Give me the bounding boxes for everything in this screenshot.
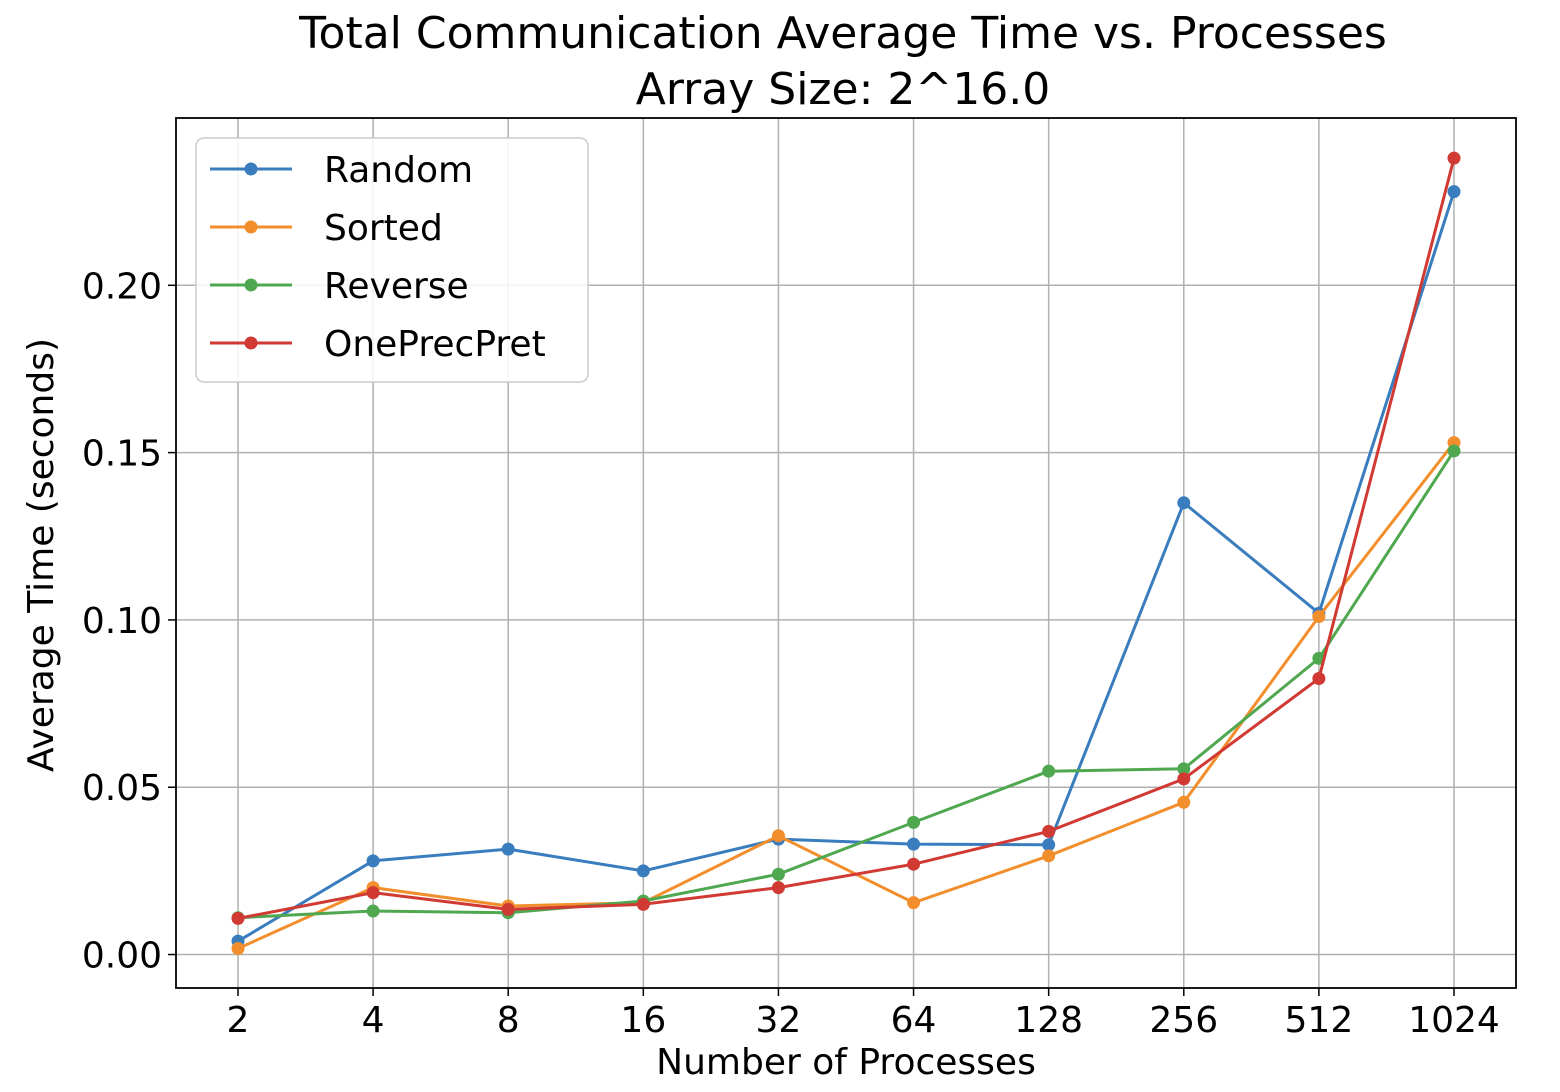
legend-label: OnePrecPret	[324, 324, 546, 365]
series-line-random	[237, 191, 1456, 943]
data-point-oneprecpret	[1177, 772, 1191, 786]
legend-item-oneprecpret: OnePrecPret	[210, 324, 546, 365]
legend-marker	[244, 162, 258, 176]
data-point-sorted	[1042, 849, 1056, 863]
series-oneprecpret	[231, 151, 1461, 925]
x-tick-label: 16	[620, 1000, 666, 1041]
data-point-random	[1177, 496, 1191, 510]
data-point-oneprecpret	[907, 857, 921, 871]
y-tick-label: 0.05	[82, 768, 162, 809]
legend-marker	[244, 336, 258, 350]
series-line-oneprecpret	[237, 157, 1456, 920]
data-point-oneprecpret	[1447, 151, 1461, 165]
chart-title: Total Communication Average Time vs. Pro…	[298, 8, 1387, 59]
data-point-random	[1042, 838, 1056, 852]
x-tick-label: 64	[891, 1000, 937, 1041]
data-point-random	[501, 842, 515, 856]
x-tick-label: 4	[362, 1000, 385, 1041]
data-point-reverse	[366, 904, 380, 918]
x-tick-label: 128	[1014, 1000, 1083, 1041]
data-point-oneprecpret	[501, 902, 515, 916]
data-point-reverse	[771, 867, 785, 881]
plot-area	[175, 117, 1517, 989]
series-line-sorted	[237, 441, 1456, 950]
data-point-sorted	[231, 942, 245, 956]
x-tick-label: 1024	[1408, 1000, 1500, 1041]
legend-item-sorted: Sorted	[210, 208, 443, 249]
data-point-random	[1447, 185, 1461, 199]
legend-marker	[244, 220, 258, 234]
axis-ticks: 2 4 8 16 32 64 128 256 512 1024 0.00 0.05 0.10 0.15 0.…	[82, 266, 1500, 1041]
data-point-oneprecpret	[1042, 824, 1056, 838]
legend-item-reverse: Reverse	[210, 266, 469, 307]
legend-label: Reverse	[324, 266, 469, 307]
x-tick-label: 256	[1149, 1000, 1218, 1041]
data-point-reverse	[1042, 764, 1056, 778]
legend-label: Random	[324, 150, 473, 191]
chart-subtitle: Array Size: 2^16.0	[636, 64, 1050, 115]
x-tick-label: 512	[1285, 1000, 1354, 1041]
legend-marker	[244, 278, 258, 292]
data-point-sorted	[771, 829, 785, 843]
legend-label: Sorted	[324, 208, 443, 249]
data-point-sorted	[1177, 795, 1191, 809]
x-tick-label: 2	[227, 1000, 250, 1041]
data-point-oneprecpret	[771, 881, 785, 895]
x-axis-label: Number of Processes	[656, 1042, 1036, 1083]
y-tick-label: 0.15	[82, 434, 162, 475]
data-point-random	[907, 837, 921, 851]
series-line-reverse	[237, 450, 1456, 920]
data-point-random	[636, 864, 650, 878]
data-point-oneprecpret	[1312, 671, 1326, 685]
data-point-oneprecpret	[636, 897, 650, 911]
data-point-random	[366, 854, 380, 868]
data-point-oneprecpret	[231, 911, 245, 925]
legend-item-random: Random	[210, 150, 473, 191]
legend-box	[195, 137, 589, 383]
data-point-sorted	[907, 896, 921, 910]
x-tick-label: 32	[756, 1000, 802, 1041]
y-tick-label: 0.00	[82, 936, 162, 977]
legend: Random Sorted Reverse OnePrecPret	[195, 137, 589, 383]
x-tick-label: 8	[497, 1000, 520, 1041]
data-point-reverse	[1177, 762, 1191, 776]
y-tick-label: 0.20	[82, 266, 162, 307]
grid-lines	[176, 118, 1516, 988]
y-axis-label: Average Time (seconds)	[21, 338, 62, 772]
series-reverse	[231, 444, 1461, 925]
y-tick-label: 0.10	[82, 601, 162, 642]
data-point-reverse	[1447, 444, 1461, 458]
series-layer	[231, 151, 1461, 956]
data-point-reverse	[907, 815, 921, 829]
data-point-oneprecpret	[366, 886, 380, 900]
data-point-sorted	[1312, 610, 1326, 624]
